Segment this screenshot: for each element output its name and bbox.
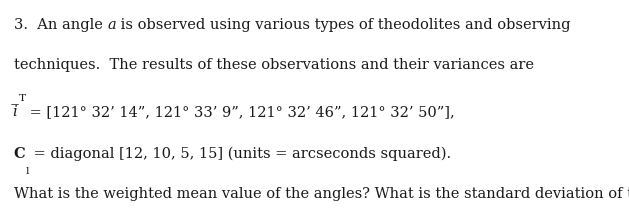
Text: l: l: [25, 167, 29, 176]
Text: What is the weighted mean value of the angles? What is the standard deviation of: What is the weighted mean value of the a…: [14, 187, 629, 201]
Text: a: a: [108, 18, 116, 32]
Text: = [121° 32’ 14”, 121° 33’ 9”, 121° 32’ 46”, 121° 32’ 50”],: = [121° 32’ 14”, 121° 33’ 9”, 121° 32’ 4…: [25, 106, 455, 119]
Text: is observed using various types of theodolites and observing: is observed using various types of theod…: [116, 18, 571, 32]
Text: = diagonal [12, 10, 5, 15] (units = arcseconds squared).: = diagonal [12, 10, 5, 15] (units = arcs…: [29, 146, 451, 161]
Text: i̅: i̅: [14, 106, 18, 119]
Text: techniques.  The results of these observations and their variances are: techniques. The results of these observa…: [14, 58, 534, 72]
Text: T: T: [18, 94, 25, 103]
Text: 3.  An angle: 3. An angle: [14, 18, 108, 32]
Text: C: C: [14, 147, 25, 161]
